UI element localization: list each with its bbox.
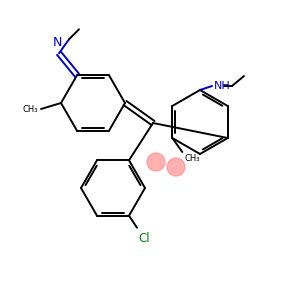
Text: N: N xyxy=(52,36,62,49)
Circle shape xyxy=(167,158,185,176)
Text: CH₃: CH₃ xyxy=(22,106,38,115)
Text: Cl: Cl xyxy=(138,232,150,245)
Text: NH: NH xyxy=(214,81,231,91)
Text: CH₃: CH₃ xyxy=(184,154,200,163)
Circle shape xyxy=(147,153,165,171)
